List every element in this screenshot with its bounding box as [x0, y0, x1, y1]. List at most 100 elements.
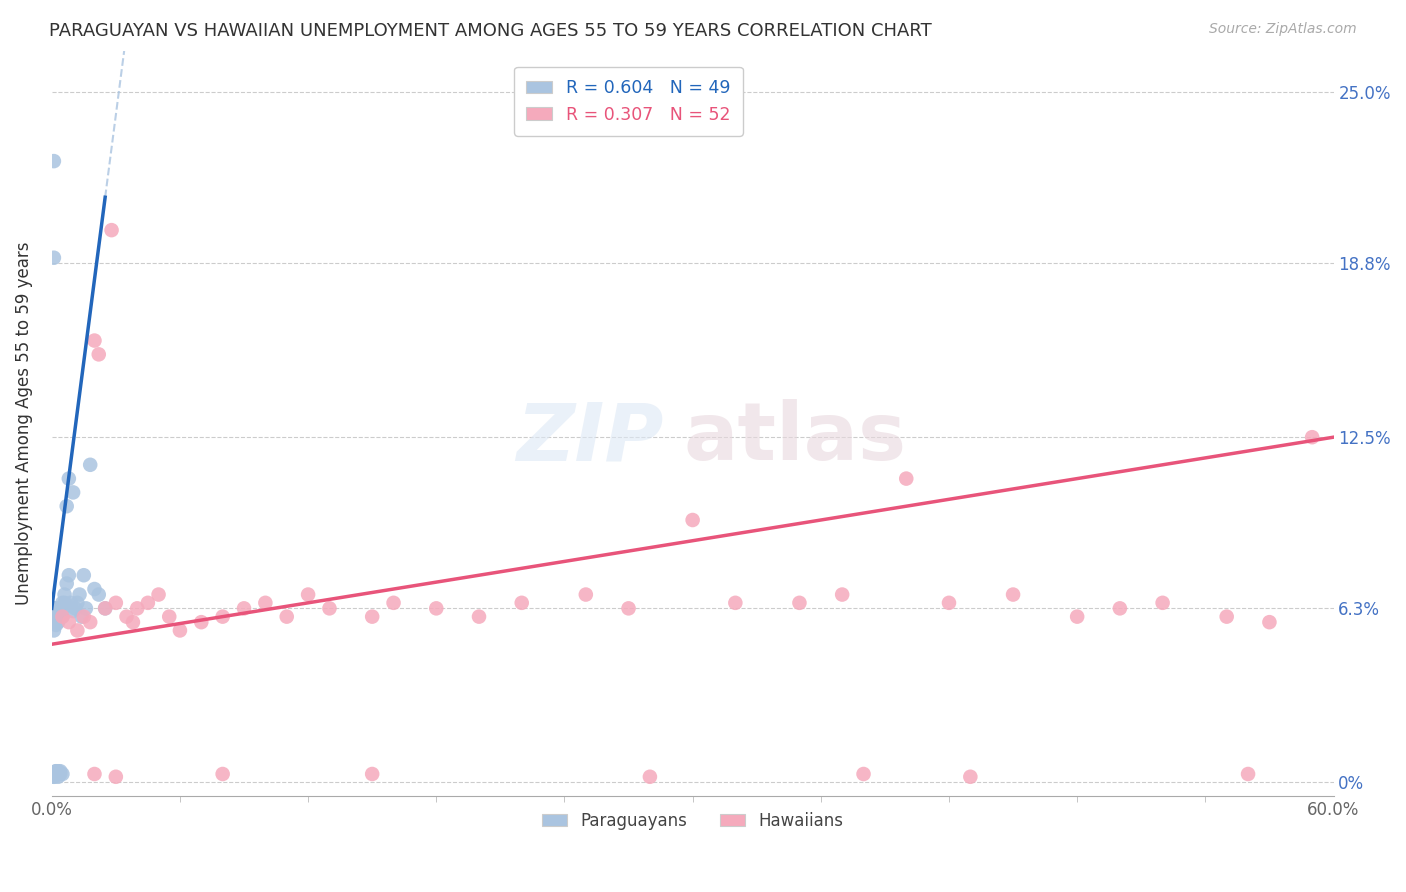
Point: [682, 513, 704, 527]
Point: [42, 770, 65, 784]
Point: [42, 615, 65, 629]
Point: [59, 596, 82, 610]
Point: [46, 615, 69, 629]
Point: [42, 767, 65, 781]
Point: [127, 601, 149, 615]
Point: [69, 588, 91, 602]
Point: [62, 485, 84, 500]
Point: [1152, 596, 1174, 610]
Point: [58, 568, 80, 582]
Point: [49, 767, 72, 781]
Point: [318, 601, 340, 615]
Point: [55, 576, 77, 591]
Point: [45, 764, 67, 779]
Point: [45, 764, 67, 779]
Point: [55, 499, 77, 513]
Point: [42, 154, 65, 169]
Point: [51, 767, 73, 781]
Point: [53, 596, 76, 610]
Point: [1215, 609, 1237, 624]
Point: [94, 601, 117, 615]
Point: [46, 767, 69, 781]
Point: [1109, 601, 1132, 615]
Point: [83, 767, 105, 781]
Point: [42, 609, 65, 624]
Point: [46, 604, 69, 618]
Point: [45, 612, 67, 626]
Point: [87, 588, 110, 602]
Point: [425, 601, 447, 615]
Point: [49, 601, 72, 615]
Point: [53, 588, 76, 602]
Point: [157, 609, 180, 624]
Point: [42, 770, 65, 784]
Point: [896, 472, 918, 486]
Point: [83, 334, 105, 348]
Point: [169, 624, 191, 638]
Point: [361, 609, 384, 624]
Point: [468, 609, 491, 624]
Point: [382, 596, 405, 610]
Point: [79, 458, 101, 472]
Point: [789, 596, 811, 610]
Point: [70, 609, 93, 624]
Point: [62, 604, 84, 618]
Point: [42, 251, 65, 265]
Point: [617, 601, 640, 615]
Point: [51, 596, 73, 610]
Point: [254, 596, 277, 610]
Point: [104, 596, 127, 610]
Point: [66, 624, 89, 638]
Point: [1237, 767, 1260, 781]
Point: [938, 596, 960, 610]
Point: [122, 615, 145, 629]
Point: [45, 767, 67, 781]
Point: [115, 609, 138, 624]
Text: Source: ZipAtlas.com: Source: ZipAtlas.com: [1209, 22, 1357, 37]
Point: [73, 609, 96, 624]
Point: [94, 601, 117, 615]
Point: [58, 472, 80, 486]
Y-axis label: Unemployment Among Ages 55 to 59 years: Unemployment Among Ages 55 to 59 years: [15, 242, 32, 605]
Point: [211, 609, 233, 624]
Point: [959, 770, 981, 784]
Point: [79, 615, 101, 629]
Point: [83, 582, 105, 596]
Point: [75, 601, 97, 615]
Point: [49, 764, 72, 779]
Point: [100, 223, 122, 237]
Point: [45, 618, 67, 632]
Point: [831, 588, 853, 602]
Point: [42, 601, 65, 615]
Text: PARAGUAYAN VS HAWAIIAN UNEMPLOYMENT AMONG AGES 55 TO 59 YEARS CORRELATION CHART: PARAGUAYAN VS HAWAIIAN UNEMPLOYMENT AMON…: [49, 22, 932, 40]
Point: [66, 596, 89, 610]
Point: [87, 347, 110, 361]
Point: [45, 607, 67, 621]
Point: [65, 601, 87, 615]
Text: ZIP: ZIP: [516, 400, 664, 477]
Point: [638, 770, 661, 784]
Point: [1002, 588, 1025, 602]
Point: [724, 596, 747, 610]
Text: atlas: atlas: [683, 400, 907, 477]
Point: [136, 596, 159, 610]
Point: [42, 604, 65, 618]
Point: [211, 767, 233, 781]
Point: [45, 601, 67, 615]
Point: [46, 764, 69, 779]
Point: [510, 596, 533, 610]
Legend: Paraguayans, Hawaiians: Paraguayans, Hawaiians: [536, 805, 851, 836]
Point: [276, 609, 298, 624]
Point: [852, 767, 875, 781]
Point: [49, 609, 72, 624]
Point: [190, 615, 212, 629]
Point: [51, 609, 73, 624]
Point: [51, 609, 73, 624]
Point: [233, 601, 256, 615]
Point: [42, 624, 65, 638]
Point: [297, 588, 319, 602]
Point: [58, 615, 80, 629]
Point: [73, 568, 96, 582]
Point: [575, 588, 598, 602]
Point: [1066, 609, 1088, 624]
